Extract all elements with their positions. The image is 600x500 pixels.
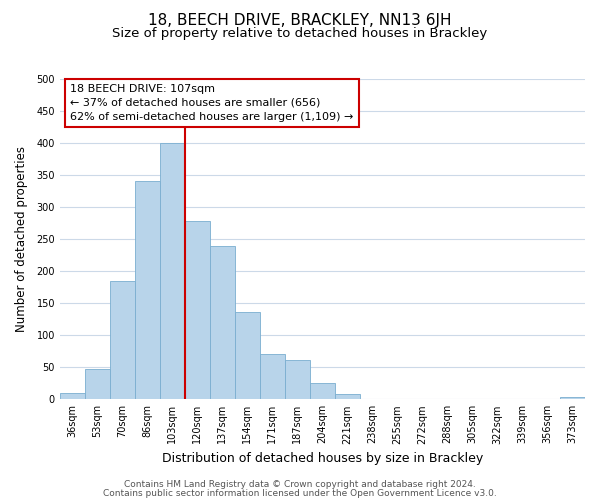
Text: 18 BEECH DRIVE: 107sqm
← 37% of detached houses are smaller (656)
62% of semi-de: 18 BEECH DRIVE: 107sqm ← 37% of detached…: [70, 84, 353, 122]
Bar: [560, 398, 585, 400]
Bar: [110, 281, 135, 400]
X-axis label: Distribution of detached houses by size in Brackley: Distribution of detached houses by size …: [162, 452, 483, 465]
Text: 18, BEECH DRIVE, BRACKLEY, NN13 6JH: 18, BEECH DRIVE, BRACKLEY, NN13 6JH: [148, 12, 452, 28]
Bar: [285, 360, 310, 400]
Bar: [60, 393, 85, 400]
Bar: [185, 221, 210, 400]
Bar: [310, 382, 335, 400]
Y-axis label: Number of detached properties: Number of detached properties: [15, 146, 28, 332]
Bar: [335, 394, 360, 400]
Text: Contains public sector information licensed under the Open Government Licence v3: Contains public sector information licen…: [103, 489, 497, 498]
Bar: [85, 369, 110, 400]
Bar: [210, 246, 235, 400]
Bar: [260, 354, 285, 400]
Text: Size of property relative to detached houses in Brackley: Size of property relative to detached ho…: [112, 28, 488, 40]
Bar: [135, 182, 160, 400]
Bar: [235, 312, 260, 400]
Text: Contains HM Land Registry data © Crown copyright and database right 2024.: Contains HM Land Registry data © Crown c…: [124, 480, 476, 489]
Bar: [160, 143, 185, 400]
